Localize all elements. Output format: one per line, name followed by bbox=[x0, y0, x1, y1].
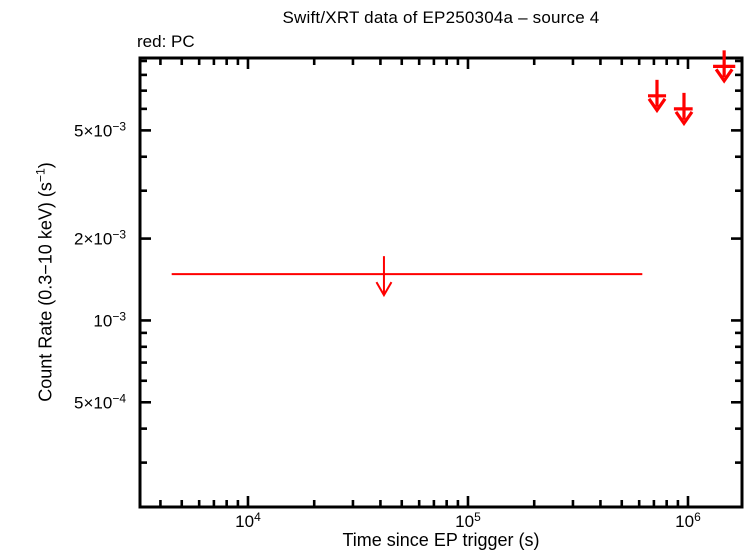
chart-title: Swift/XRT data of EP250304a – source 4 bbox=[282, 8, 600, 27]
svg-text:2×10−3: 2×10−3 bbox=[74, 228, 126, 249]
upper-limit-point bbox=[673, 92, 694, 127]
svg-text:5×10−4: 5×10−4 bbox=[74, 391, 126, 412]
legend-note: red: PC bbox=[137, 32, 195, 51]
upper-limit-point bbox=[647, 79, 667, 114]
upper-limit-point bbox=[171, 256, 643, 298]
y-axis-ticks: 5×10−3 2×10−3 10−3 5×10−4 bbox=[74, 59, 742, 464]
svg-text:5×10−3: 5×10−3 bbox=[74, 119, 126, 140]
y-axis-label: Count Rate (0.3−10 keV) (s−1) bbox=[33, 162, 56, 402]
upper-limit-point bbox=[713, 50, 736, 84]
data-points bbox=[171, 50, 736, 298]
svg-text:104: 104 bbox=[235, 510, 261, 531]
plot-frame bbox=[138, 56, 744, 509]
svg-text:105: 105 bbox=[455, 510, 481, 531]
svg-text:106: 106 bbox=[675, 510, 701, 531]
x-axis-label: Time since EP trigger (s) bbox=[342, 530, 540, 550]
svg-text:10−3: 10−3 bbox=[93, 309, 126, 330]
x-axis-ticks: 104 105 106 bbox=[159, 58, 701, 531]
